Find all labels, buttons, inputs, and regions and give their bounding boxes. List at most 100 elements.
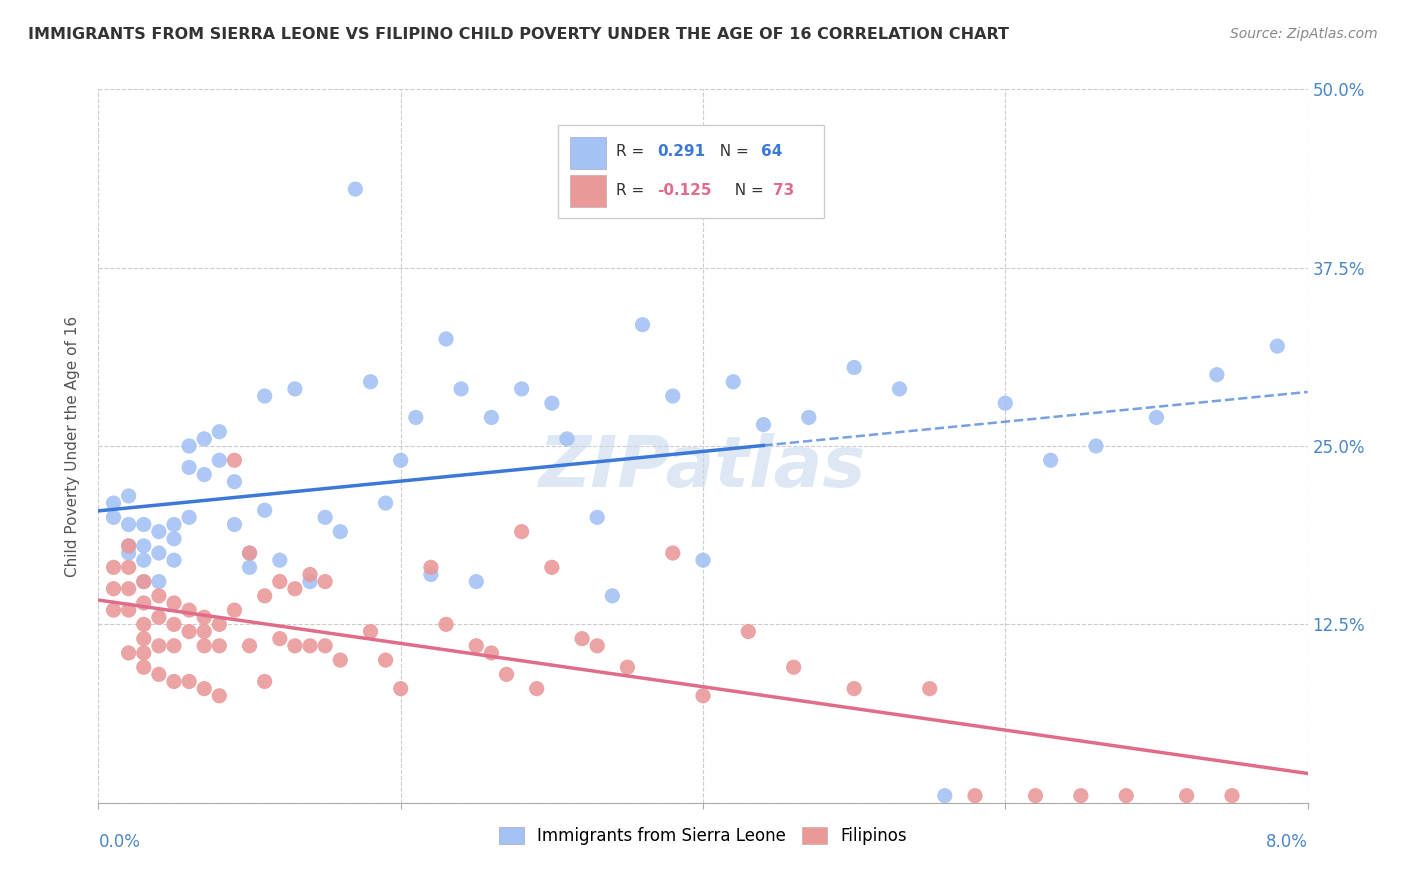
Point bbox=[224, 517, 246, 532]
Point bbox=[179, 439, 201, 453]
Point bbox=[450, 382, 472, 396]
Point bbox=[269, 553, 291, 567]
Point bbox=[389, 681, 412, 696]
Point bbox=[465, 639, 488, 653]
Point bbox=[344, 182, 367, 196]
Point bbox=[163, 596, 186, 610]
Text: R =: R = bbox=[616, 183, 650, 198]
Point bbox=[148, 589, 170, 603]
Point bbox=[132, 553, 155, 567]
Point bbox=[103, 496, 125, 510]
Point bbox=[616, 660, 638, 674]
Point bbox=[132, 617, 155, 632]
Point bbox=[103, 582, 125, 596]
Point bbox=[179, 460, 201, 475]
Legend: Immigrants from Sierra Leone, Filipinos: Immigrants from Sierra Leone, Filipinos bbox=[492, 820, 914, 852]
Point bbox=[253, 589, 276, 603]
Point bbox=[103, 560, 125, 574]
Point bbox=[737, 624, 759, 639]
Point bbox=[661, 546, 683, 560]
Point bbox=[269, 632, 291, 646]
Point bbox=[783, 660, 806, 674]
Point bbox=[420, 560, 443, 574]
Point bbox=[224, 453, 246, 467]
Point bbox=[586, 639, 609, 653]
Text: IMMIGRANTS FROM SIERRA LEONE VS FILIPINO CHILD POVERTY UNDER THE AGE OF 16 CORRE: IMMIGRANTS FROM SIERRA LEONE VS FILIPINO… bbox=[28, 27, 1010, 42]
Point bbox=[1039, 453, 1062, 467]
Point bbox=[208, 639, 231, 653]
Point bbox=[284, 382, 307, 396]
Point bbox=[253, 503, 276, 517]
Point bbox=[163, 617, 186, 632]
Point bbox=[844, 360, 866, 375]
Point bbox=[118, 517, 141, 532]
Point bbox=[132, 517, 155, 532]
FancyBboxPatch shape bbox=[569, 137, 606, 169]
Point bbox=[132, 574, 155, 589]
Text: -0.125: -0.125 bbox=[657, 183, 711, 198]
Point bbox=[193, 639, 215, 653]
Point bbox=[179, 674, 201, 689]
Point bbox=[224, 603, 246, 617]
Point bbox=[314, 574, 336, 589]
Point bbox=[163, 553, 186, 567]
Point bbox=[314, 510, 336, 524]
Point bbox=[723, 375, 745, 389]
Point bbox=[284, 639, 307, 653]
Point bbox=[163, 674, 186, 689]
Point bbox=[1070, 789, 1092, 803]
Point bbox=[1206, 368, 1229, 382]
Text: 8.0%: 8.0% bbox=[1265, 833, 1308, 851]
Point bbox=[299, 639, 322, 653]
Point bbox=[193, 467, 215, 482]
Point bbox=[132, 539, 155, 553]
Point bbox=[208, 453, 231, 467]
Point bbox=[1175, 789, 1198, 803]
FancyBboxPatch shape bbox=[558, 125, 824, 218]
Point bbox=[193, 432, 215, 446]
Point bbox=[118, 539, 141, 553]
Point bbox=[118, 646, 141, 660]
Point bbox=[299, 567, 322, 582]
Point bbox=[253, 674, 276, 689]
Point bbox=[692, 553, 714, 567]
Point bbox=[179, 624, 201, 639]
Point bbox=[1267, 339, 1289, 353]
Point bbox=[208, 425, 231, 439]
Point bbox=[118, 546, 141, 560]
Point bbox=[571, 632, 593, 646]
Point bbox=[132, 596, 155, 610]
Point bbox=[994, 396, 1017, 410]
Point bbox=[389, 453, 412, 467]
Point bbox=[510, 524, 533, 539]
Text: N =: N = bbox=[724, 183, 769, 198]
Point bbox=[208, 617, 231, 632]
Point bbox=[540, 396, 562, 410]
Point bbox=[314, 639, 336, 653]
Point bbox=[481, 646, 503, 660]
Point bbox=[510, 382, 533, 396]
Point bbox=[797, 410, 820, 425]
Y-axis label: Child Poverty Under the Age of 16: Child Poverty Under the Age of 16 bbox=[65, 316, 80, 576]
Point bbox=[269, 574, 291, 589]
Text: 64: 64 bbox=[761, 145, 782, 160]
Point bbox=[360, 624, 382, 639]
Point bbox=[1220, 789, 1243, 803]
Point bbox=[586, 510, 609, 524]
Point bbox=[374, 496, 396, 510]
Point bbox=[148, 574, 170, 589]
Point bbox=[193, 681, 215, 696]
Point bbox=[844, 681, 866, 696]
Point bbox=[179, 510, 201, 524]
Point bbox=[329, 524, 352, 539]
Text: 73: 73 bbox=[773, 183, 794, 198]
Point bbox=[132, 574, 155, 589]
Point bbox=[934, 789, 956, 803]
Point bbox=[631, 318, 654, 332]
Point bbox=[103, 603, 125, 617]
Point bbox=[193, 624, 215, 639]
Point bbox=[540, 560, 562, 574]
Point bbox=[193, 610, 215, 624]
Point bbox=[465, 574, 488, 589]
Point bbox=[434, 332, 457, 346]
